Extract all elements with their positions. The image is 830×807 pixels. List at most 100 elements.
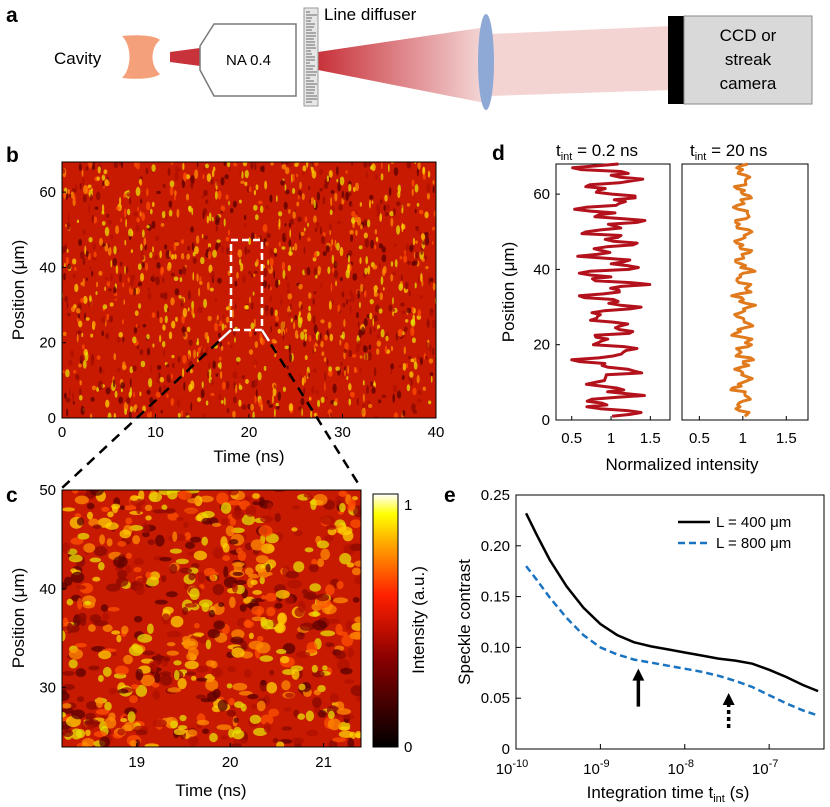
speckle-grain [253, 273, 256, 277]
panel-b-axes: 0 10 20 30 40 0 20 40 60 [39, 184, 444, 441]
speckle-grain [66, 302, 69, 309]
speckle-grain [105, 332, 109, 339]
speckle-grain [136, 504, 142, 515]
speckle-grain [162, 324, 166, 331]
speckle-grain [221, 323, 225, 331]
speckle-grain [171, 320, 176, 329]
x-tick-label: 20 [222, 754, 239, 771]
speckle-grain [190, 675, 197, 681]
right-title-rest: = 20 ns [706, 141, 767, 160]
speckle-grain [68, 554, 83, 563]
speckle-grain [414, 208, 417, 214]
speckle-grain [193, 622, 200, 629]
speckle-grain [369, 165, 374, 170]
speckle-grain [167, 511, 179, 521]
speckle-grain [208, 609, 215, 618]
speckle-grain [207, 250, 212, 260]
speckle-grain [348, 398, 352, 406]
speckle-grain [278, 218, 281, 228]
speckle-grain [66, 622, 73, 634]
speckle-grain [168, 200, 173, 208]
speckle-grain [66, 408, 69, 417]
speckle-grain [167, 377, 171, 383]
speckle-grain [92, 162, 96, 166]
speckle-grain [216, 724, 232, 731]
speckle-grain [390, 368, 393, 376]
speckle-grain [223, 324, 227, 329]
speckle-grain [322, 251, 327, 257]
speckle-grain [316, 540, 330, 549]
speckle-grain [221, 518, 229, 525]
colorbar-tick-max: 1 [404, 497, 412, 514]
trace-short-integration [570, 162, 652, 418]
speckle-grain [266, 681, 278, 694]
speckle-grain [88, 624, 96, 632]
speckle-grain [90, 396, 95, 402]
speckle-grain [368, 351, 372, 361]
speckle-grain [269, 669, 275, 676]
speckle-grain [270, 162, 274, 166]
diffuser-grating [306, 11, 317, 103]
speckle-grain [373, 285, 378, 293]
speckle-grain [339, 176, 345, 186]
speckle-grain [392, 393, 396, 404]
diffuser-label: Line diffuser [324, 5, 417, 24]
speckle-grain [121, 319, 124, 325]
speckle-grain [253, 270, 258, 275]
speckle-grain [187, 353, 190, 360]
speckle-grain [330, 400, 335, 405]
speckle-grain [87, 184, 92, 189]
speckle-grain [98, 562, 105, 571]
speckle-grain [168, 331, 173, 340]
speckle-grain [348, 262, 352, 272]
speckle-grain [203, 567, 216, 577]
speckle-grain [151, 682, 160, 688]
speckle-grain [428, 358, 434, 364]
speckle-grain [215, 225, 218, 232]
speckle-grain [250, 322, 255, 330]
speckle-grain [416, 167, 419, 177]
speckle-grain [306, 729, 319, 737]
speckle-grain [244, 246, 248, 255]
speckle-grain [312, 368, 318, 373]
speckle-grain [289, 352, 293, 363]
speckle-grain [163, 292, 168, 300]
speckle-grain [345, 298, 349, 305]
speckle-grain [79, 394, 83, 401]
zoomed-speckle-image [62, 490, 361, 747]
speckle-grain [424, 231, 429, 237]
x-tick-label: 10-8 [668, 758, 694, 778]
speckle-grain [128, 197, 132, 205]
speckle-grain [98, 237, 104, 246]
speckle-grain [332, 383, 337, 394]
speckle-grain [274, 279, 279, 289]
speckle-grain [287, 311, 292, 316]
speckle-grain [135, 162, 140, 170]
speckle-grain [197, 306, 203, 314]
speckle-grain [108, 688, 117, 695]
speckle-grain [330, 190, 335, 195]
speckle-grain [150, 665, 158, 673]
speckle-grain [196, 677, 208, 682]
speckle-grain [117, 540, 127, 547]
y-tick-label: 20 [533, 337, 550, 354]
speckle-grain [232, 729, 245, 740]
speckle-grain [357, 289, 361, 299]
speckle-grain [156, 364, 162, 370]
speckle-grain [218, 602, 225, 608]
speckle-grain [348, 383, 352, 391]
speckle-grain [325, 642, 335, 648]
speckle-grain [133, 287, 137, 296]
speckle-grain [376, 333, 380, 339]
speckle-grain [187, 498, 200, 504]
y-tick-label: 30 [39, 680, 56, 697]
speckle-grain [141, 262, 145, 269]
speckle-grain [91, 385, 97, 391]
camera-label-line1: CCD or [720, 26, 777, 45]
speckle-grain [405, 243, 410, 251]
panel-label-b: b [6, 144, 19, 167]
speckle-grain [142, 229, 145, 238]
xlabel-main: Integration time t [587, 783, 714, 802]
speckle-grain [241, 404, 247, 410]
speckle-grain [220, 177, 225, 186]
